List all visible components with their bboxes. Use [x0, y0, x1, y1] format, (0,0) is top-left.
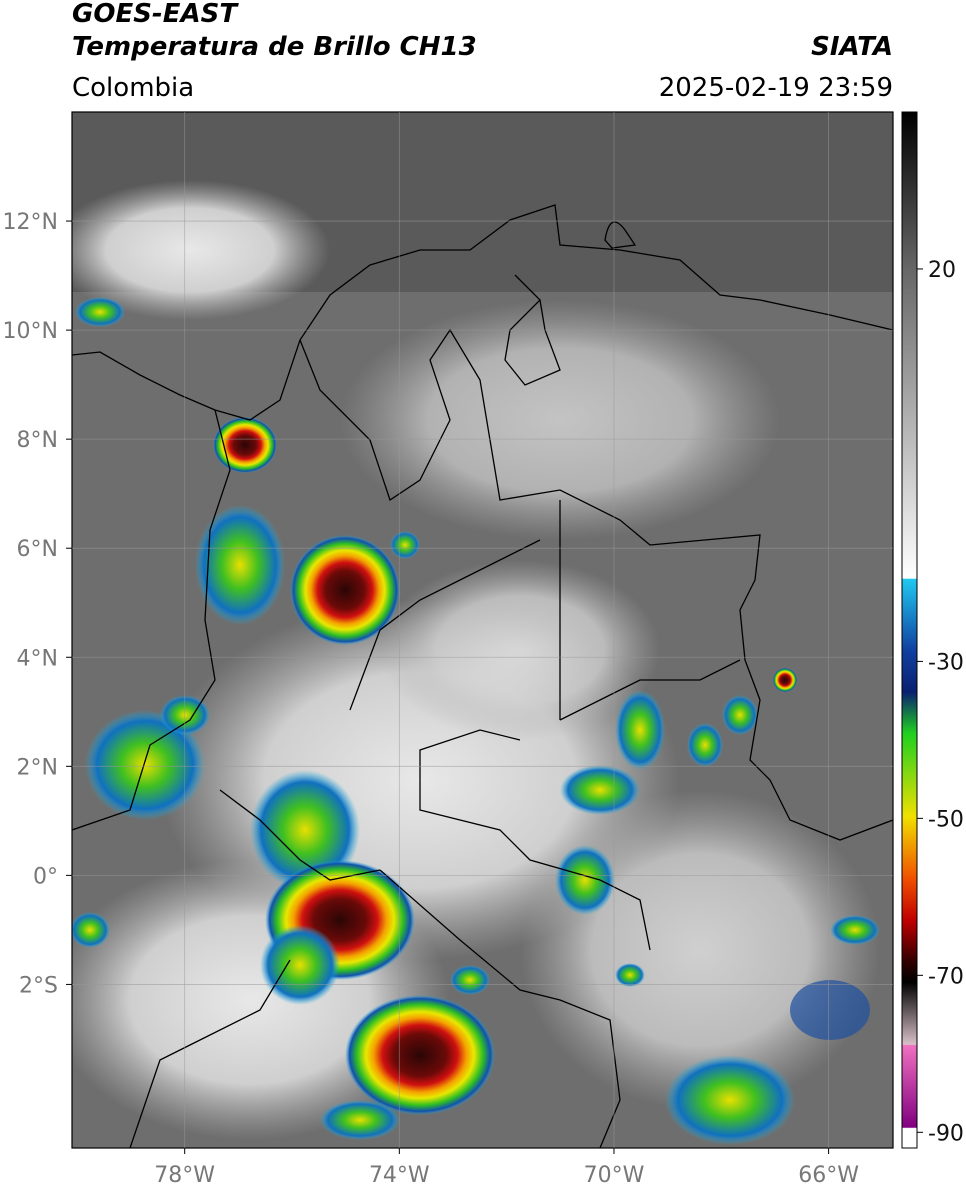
region: Colombia: [72, 73, 194, 103]
colorbar: [901, 111, 918, 1149]
lat-tick-label: 4°N: [17, 646, 58, 671]
lat-tick-label: 6°N: [17, 537, 58, 562]
datetime: 2025-02-19 23:59: [659, 73, 893, 103]
lat-tick-label: 12°N: [3, 210, 58, 235]
title: GOES-EAST: [72, 0, 239, 29]
lat-tick-label: 2°S: [19, 973, 58, 998]
colorbar-tick-label: -70: [928, 964, 964, 989]
lon-tick-label: 78°W: [154, 1163, 215, 1188]
satellite-image: [72, 112, 893, 1148]
map-frame: [71, 111, 894, 1149]
lon-tick-label: 66°W: [798, 1163, 859, 1188]
lon-tick-label: 74°W: [369, 1163, 430, 1188]
lat-tick-label: 8°N: [17, 428, 58, 453]
colorbar-tick-label: 20: [928, 258, 956, 283]
colorbar-tick-label: -50: [928, 807, 964, 832]
lat-tick-label: 2°N: [17, 755, 58, 780]
lon-tick-label: 70°W: [584, 1163, 645, 1188]
lat-tick-label: 10°N: [3, 319, 58, 344]
source: SIATA: [811, 32, 893, 62]
colorbar-tick-label: -90: [928, 1121, 964, 1146]
subtitle: Temperatura de Brillo CH13: [72, 32, 477, 62]
colorbar-tick-label: -30: [928, 650, 964, 675]
lat-tick-label: 0°: [33, 864, 58, 889]
